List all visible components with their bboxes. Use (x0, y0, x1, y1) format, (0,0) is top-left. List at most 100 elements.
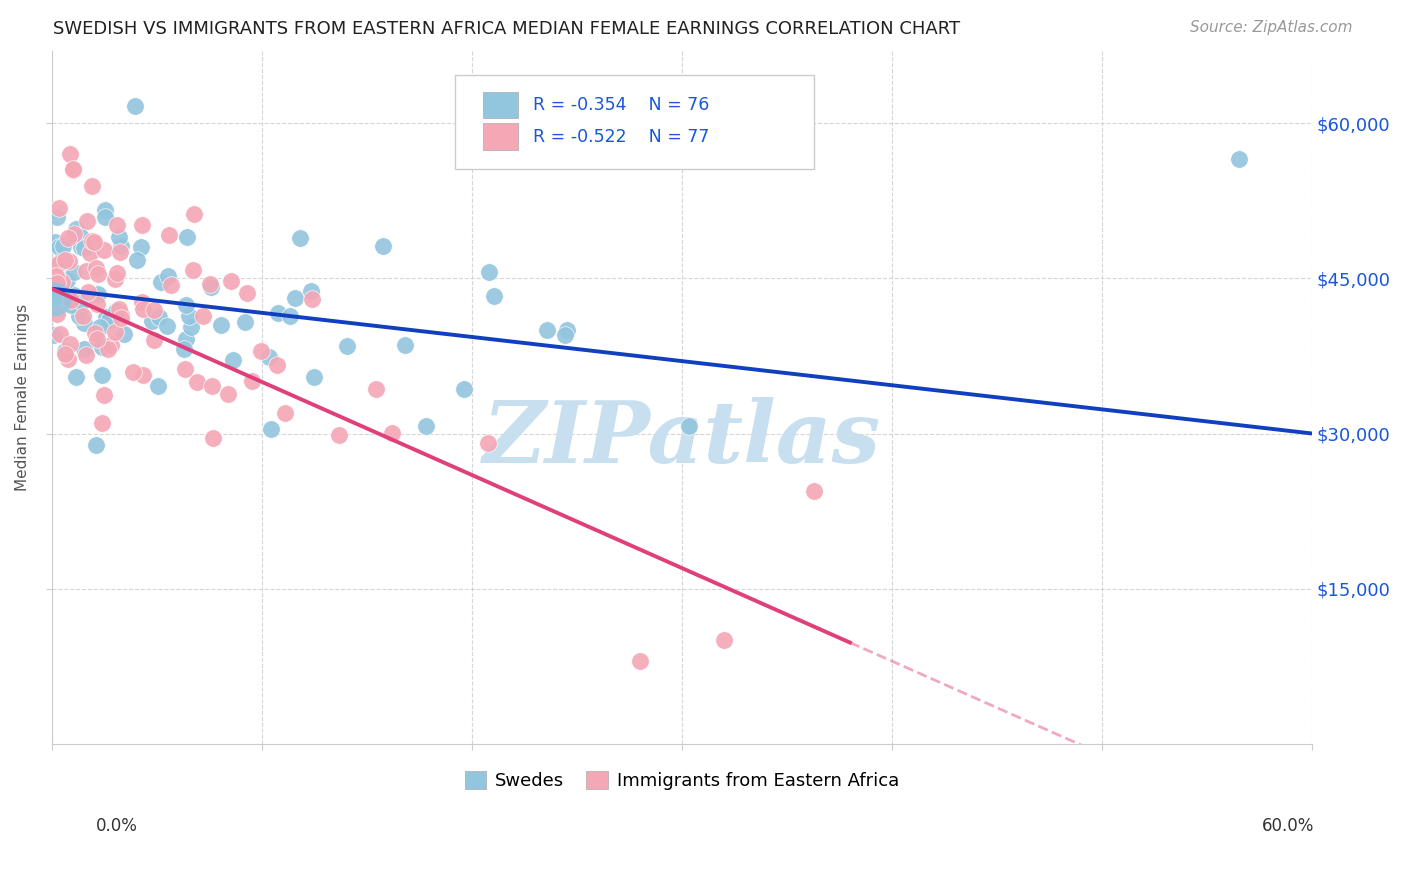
Point (366, 382, 388, 396)
Point (131, 294, 153, 309)
Point (94, 210, 117, 224)
Point (48, 326, 70, 341)
Point (56, 351, 79, 366)
Point (59, 298, 82, 312)
Point (91, 340, 114, 354)
Point (267, 306, 290, 320)
Point (59, 293, 82, 307)
Text: R = -0.522    N = 77: R = -0.522 N = 77 (533, 128, 710, 145)
Point (283, 291, 305, 305)
Point (70, 294, 93, 309)
Point (181, 263, 204, 277)
Point (70, 229, 93, 244)
Point (209, 318, 232, 333)
Point (45, 269, 67, 284)
Point (107, 218, 129, 232)
Point (371, 239, 394, 253)
Point (83, 326, 105, 341)
Point (328, 427, 350, 442)
Point (484, 289, 506, 303)
Point (63, 227, 86, 241)
Point (110, 238, 132, 252)
Point (90, 416, 112, 430)
Point (67, 309, 90, 323)
Point (49, 293, 72, 307)
Point (59, 337, 82, 351)
Point (132, 368, 155, 382)
Point (183, 207, 205, 221)
Point (260, 422, 283, 436)
Point (107, 230, 129, 244)
Point (240, 375, 263, 389)
Point (104, 272, 127, 286)
Point (156, 268, 179, 283)
Point (58, 231, 80, 245)
Point (129, 240, 152, 254)
Point (51, 254, 73, 268)
Point (62, 162, 84, 177)
Point (112, 327, 135, 342)
Point (304, 370, 326, 384)
Point (72, 309, 94, 323)
Point (148, 310, 170, 325)
Point (91, 368, 114, 383)
Point (80, 234, 103, 248)
Point (87, 267, 110, 281)
Point (84, 261, 107, 276)
Point (46, 307, 69, 321)
Point (453, 382, 475, 396)
Point (200, 277, 222, 291)
Point (176, 230, 198, 244)
Point (52, 239, 75, 253)
Point (53, 344, 76, 359)
Point (97, 342, 120, 356)
Point (803, 483, 825, 498)
Point (174, 298, 197, 312)
Point (53, 347, 76, 361)
Y-axis label: Median Female Earnings: Median Female Earnings (15, 304, 30, 491)
Point (86, 333, 108, 347)
Point (53, 252, 76, 267)
Point (180, 320, 202, 334)
Point (63, 265, 86, 279)
Point (98, 313, 121, 327)
Point (76, 290, 98, 304)
Point (236, 286, 259, 301)
Point (46, 257, 69, 271)
Point (191, 309, 214, 323)
Point (105, 266, 128, 280)
Point (217, 386, 239, 401)
Point (299, 284, 322, 298)
Point (146, 378, 169, 392)
Point (202, 431, 225, 445)
Point (82, 178, 104, 193)
Point (124, 99, 146, 113)
Point (233, 315, 256, 329)
Point (177, 310, 200, 324)
Point (65, 370, 87, 384)
Point (110, 307, 132, 321)
Point (94, 202, 117, 217)
Point (141, 314, 163, 328)
Point (201, 379, 224, 393)
Point (73, 241, 96, 255)
Point (72, 342, 94, 356)
Text: 60.0%: 60.0% (1263, 817, 1315, 835)
Point (93, 243, 115, 257)
Point (149, 275, 172, 289)
Point (93, 387, 115, 401)
Point (266, 358, 288, 372)
Point (125, 253, 148, 268)
Text: SWEDISH VS IMMIGRANTS FROM EASTERN AFRICA MEDIAN FEMALE EARNINGS CORRELATION CHA: SWEDISH VS IMMIGRANTS FROM EASTERN AFRIC… (53, 20, 960, 37)
Point (131, 302, 153, 317)
Point (79, 246, 101, 260)
Point (87, 286, 110, 301)
Point (108, 301, 131, 316)
Point (86, 297, 108, 311)
Point (42, 292, 65, 306)
Point (89, 319, 111, 334)
Point (48, 240, 70, 254)
Text: Source: ZipAtlas.com: Source: ZipAtlas.com (1189, 20, 1353, 35)
Point (108, 245, 131, 260)
Text: R = -0.354    N = 76: R = -0.354 N = 76 (533, 95, 710, 114)
